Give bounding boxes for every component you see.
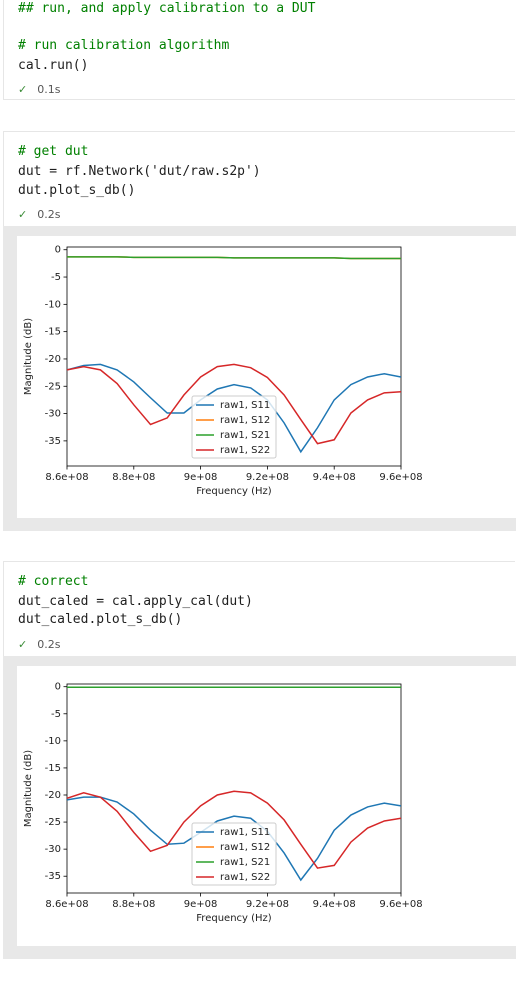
x-axis-label: Frequency (Hz) xyxy=(196,913,272,924)
x-tick-label: 9e+08 xyxy=(184,472,218,483)
y-tick-label: -20 xyxy=(45,354,61,365)
legend-box xyxy=(191,822,277,886)
code-line: dut_caled.plot_s_db() xyxy=(18,612,183,627)
legend-label: raw1, S21 xyxy=(220,857,270,868)
y-tick-label: -35 xyxy=(45,871,61,882)
x-tick-label: 9.2e+08 xyxy=(246,472,289,483)
series-line xyxy=(67,363,401,445)
exec-status: ✓ 0.1s xyxy=(18,82,60,98)
legend-label: raw1, S12 xyxy=(220,415,270,426)
y-tick-label: -30 xyxy=(45,409,61,420)
x-tick-label: 9.4e+08 xyxy=(313,472,356,483)
y-tick-label: -15 xyxy=(45,327,61,338)
y-tick-label: -5 xyxy=(51,272,61,283)
code-line: # correct xyxy=(18,574,89,589)
y-tick-label: -35 xyxy=(45,436,61,447)
x-tick-label: 9.2e+08 xyxy=(246,899,289,910)
exec-status: ✓ 0.2s xyxy=(18,637,60,653)
y-tick-label: -20 xyxy=(45,790,61,801)
legend-label: raw1, S21 xyxy=(220,430,270,441)
x-tick-label: 8.8e+08 xyxy=(112,472,155,483)
y-tick-label: -30 xyxy=(45,844,61,855)
series-line xyxy=(67,256,401,260)
x-tick-label: 9e+08 xyxy=(184,899,218,910)
exec-time: 0.2s xyxy=(37,638,61,651)
code-line: # run calibration algorithm xyxy=(18,38,230,53)
y-tick-label: -15 xyxy=(45,763,61,774)
legend-box xyxy=(191,395,277,459)
y-tick-label: -25 xyxy=(45,381,61,392)
check-icon: ✓ xyxy=(18,638,28,651)
y-tick-label: -10 xyxy=(45,736,61,747)
x-tick-label: 9.6e+08 xyxy=(379,472,422,483)
series-line xyxy=(67,790,401,869)
y-axis-label: Magnitude (dB) xyxy=(23,750,34,827)
series-line xyxy=(67,363,401,454)
exec-time: 0.2s xyxy=(37,208,61,221)
check-icon: ✓ xyxy=(18,83,28,96)
code-line: # get dut xyxy=(18,144,89,159)
plot-frame xyxy=(66,246,402,467)
code-line: cal.run() xyxy=(18,58,89,73)
code-line: dut.plot_s_db() xyxy=(18,183,136,198)
legend-label: raw1, S22 xyxy=(220,872,270,883)
x-tick-label: 8.8e+08 xyxy=(112,899,155,910)
exec-time: 0.1s xyxy=(37,83,61,96)
x-tick-label: 9.4e+08 xyxy=(313,899,356,910)
y-axis-label: Magnitude (dB) xyxy=(23,318,34,395)
legend-label: raw1, S11 xyxy=(220,400,270,411)
y-tick-label: -5 xyxy=(51,709,61,720)
code-line: dut_caled = cal.apply_cal(dut) xyxy=(18,594,253,609)
x-axis-label: Frequency (Hz) xyxy=(196,486,272,497)
y-tick-label: 0 xyxy=(55,245,61,256)
exec-status: ✓ 0.2s xyxy=(18,207,60,223)
code-line: ## run, and apply calibration to a DUT xyxy=(18,1,316,16)
series-line xyxy=(67,796,401,882)
legend-label: raw1, S12 xyxy=(220,842,270,853)
code-cell[interactable] xyxy=(3,0,515,100)
y-tick-label: -10 xyxy=(45,299,61,310)
y-tick-label: -25 xyxy=(45,817,61,828)
legend-label: raw1, S22 xyxy=(220,445,270,456)
y-tick-label: 0 xyxy=(55,682,61,693)
check-icon: ✓ xyxy=(18,208,28,221)
code-line: dut = rf.Network('dut/raw.s2p') xyxy=(18,164,261,179)
x-tick-label: 8.6e+08 xyxy=(45,899,88,910)
x-tick-label: 9.6e+08 xyxy=(379,899,422,910)
legend-label: raw1, S11 xyxy=(220,827,270,838)
x-tick-label: 8.6e+08 xyxy=(45,472,88,483)
